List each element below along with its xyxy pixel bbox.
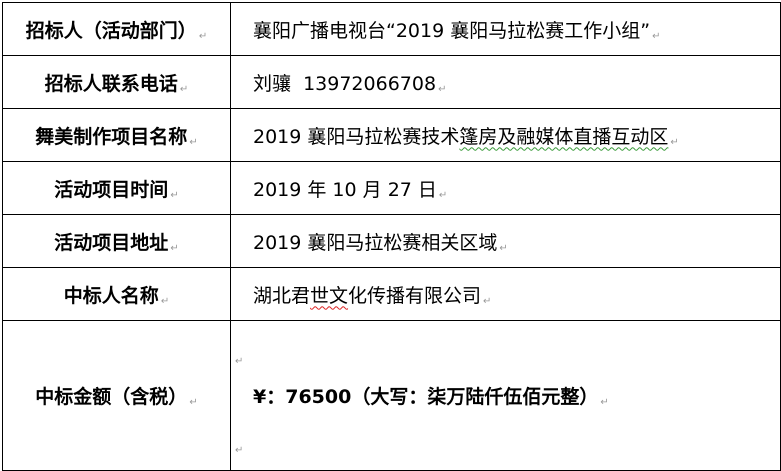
label-cell: 舞美制作项目名称 <box>2 108 231 162</box>
value-cell[interactable]: 2019 襄阳马拉松赛相关区域 <box>230 214 781 268</box>
value-winning-amount: ¥：76500（大写：柒万陆仟伍佰元整） <box>253 386 599 408</box>
table-row: 招标人（活动部门） 襄阳广播电视台“2019 襄阳马拉松赛工作小组” <box>2 2 781 56</box>
label-winner-name: 中标人名称 <box>63 284 159 307</box>
value-cell[interactable]: 湖北君世文化传播有限公司 <box>230 267 781 321</box>
label-tenderer: 招标人（活动部门） <box>25 19 197 42</box>
value-cell[interactable]: 刘骧 13972066708 <box>230 55 781 109</box>
table-row: 中标金额（含税） ¥：76500（大写：柒万陆仟伍佰元整） <box>2 320 781 471</box>
value-winner-name: 湖北君 <box>253 284 311 307</box>
value-project-time: 2019 年 10 月 27 日 <box>253 178 437 201</box>
value-winner-name-rest: 化传播有限公司 <box>348 284 482 307</box>
label-contact-phone: 招标人联系电话 <box>44 72 178 95</box>
label-project-address: 活动项目地址 <box>54 231 169 254</box>
paragraph-mark-icon <box>668 126 678 148</box>
paragraph-mark-icon <box>178 73 188 95</box>
paragraph-mark-icon <box>481 285 491 307</box>
label-project-time: 活动项目时间 <box>54 178 169 201</box>
paragraph-mark-icon <box>598 386 608 408</box>
label-cell: 活动项目地址 <box>2 214 231 268</box>
value-tenderer: 襄阳广播电视台“2019 襄阳马拉松赛工作小组” <box>253 19 651 42</box>
paragraph-mark-icon <box>233 434 243 456</box>
paragraph-mark-icon <box>159 285 169 307</box>
table-row: 活动项目时间 2019 年 10 月 27 日 <box>2 161 781 215</box>
value-project-address: 2019 襄阳马拉松赛相关区域 <box>253 231 498 254</box>
value-project-name: 2019 襄阳马拉松赛技术 <box>253 125 460 148</box>
label-cell: 招标人联系电话 <box>2 55 231 109</box>
paragraph-mark-icon <box>233 345 243 367</box>
paragraph-mark-icon <box>187 386 197 408</box>
value-cell[interactable]: ¥：76500（大写：柒万陆仟伍佰元整） <box>230 320 781 471</box>
table-row: 舞美制作项目名称 2019 襄阳马拉松赛技术篷房及融媒体直播互动区 <box>2 108 781 162</box>
value-contact-phone: 刘骧 13972066708 <box>253 72 437 95</box>
paragraph-mark-icon <box>436 73 446 95</box>
label-project-name: 舞美制作项目名称 <box>35 125 188 148</box>
spelling-flagged-text[interactable]: 世文 <box>310 284 349 307</box>
label-cell: 活动项目时间 <box>2 161 231 215</box>
paragraph-mark-icon <box>197 20 207 42</box>
paragraph-mark-icon <box>497 232 507 254</box>
paragraph-mark-icon <box>650 20 660 42</box>
grammar-flagged-text[interactable]: 篷房及融媒体直播互动区 <box>459 125 669 148</box>
value-cell[interactable]: 襄阳广播电视台“2019 襄阳马拉松赛工作小组” <box>230 2 781 56</box>
table-row: 招标人联系电话 刘骧 13972066708 <box>2 55 781 109</box>
label-cell: 招标人（活动部门） <box>2 2 231 56</box>
table-row: 活动项目地址 2019 襄阳马拉松赛相关区域 <box>2 214 781 268</box>
value-cell[interactable]: 2019 年 10 月 27 日 <box>230 161 781 215</box>
table-row: 中标人名称 湖北君世文化传播有限公司 <box>2 267 781 321</box>
label-cell: 中标人名称 <box>2 267 231 321</box>
paragraph-mark-icon <box>437 179 447 201</box>
value-cell[interactable]: 2019 襄阳马拉松赛技术篷房及融媒体直播互动区 <box>230 108 781 162</box>
paragraph-mark-icon <box>168 179 178 201</box>
label-winning-amount: 中标金额（含税） <box>35 386 188 408</box>
paragraph-mark-icon <box>168 232 178 254</box>
label-cell: 中标金额（含税） <box>2 320 231 471</box>
paragraph-mark-icon <box>187 126 197 148</box>
